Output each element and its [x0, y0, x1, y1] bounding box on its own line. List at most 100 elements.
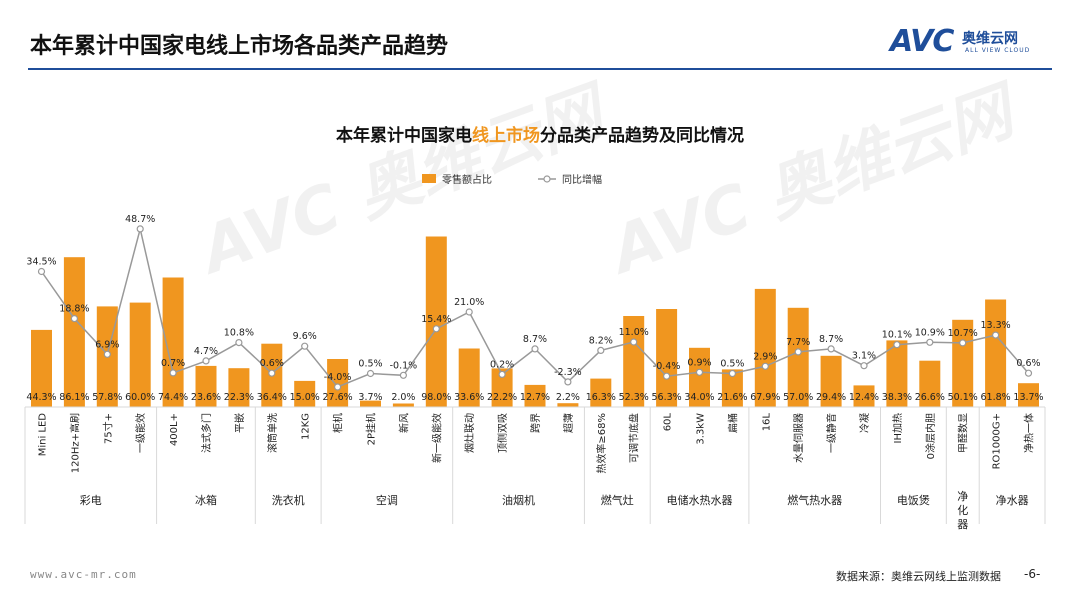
- line-value-label: 3.1%: [852, 351, 876, 362]
- bar: [129, 302, 151, 407]
- line-value-label: 15.4%: [421, 314, 451, 325]
- bar-value-label: 16.3%: [586, 392, 616, 403]
- category-label: 甲醛数显: [957, 413, 970, 453]
- category-label: 120Hz+高刷: [68, 413, 81, 473]
- bar-value-label: 23.6%: [191, 392, 221, 403]
- category-label: 烟灶联动: [463, 413, 476, 453]
- logo-mark: AVC: [890, 24, 954, 59]
- category-label: RO1000G+: [992, 413, 1003, 469]
- category-label: 新风: [397, 413, 410, 433]
- category-label: 超薄: [562, 413, 575, 433]
- category-label: 一级能效: [134, 413, 147, 453]
- line-value-label: 2.9%: [753, 351, 777, 362]
- line-value-label: 8.7%: [523, 334, 547, 345]
- bar: [919, 360, 941, 407]
- line-value-label: 8.2%: [589, 335, 613, 346]
- line-point: [827, 345, 835, 353]
- line-point: [531, 345, 539, 353]
- bar-series: [31, 236, 1039, 407]
- chart: 本年累计中国家电线上市场分品类产品趋势及同比情况 零售额占比 同比增幅 44.3%…: [24, 125, 1046, 531]
- bar-value-label: 57.8%: [92, 392, 122, 403]
- category-label: 扁桶: [726, 413, 739, 433]
- group-label: 冰箱: [195, 493, 217, 507]
- line-value-label: 9.6%: [293, 331, 317, 342]
- line-value-label: 21.0%: [454, 297, 484, 308]
- line-value-label: 11.0%: [619, 327, 649, 338]
- footer-url: www.avc-mr.com: [30, 568, 137, 581]
- line-point: [70, 315, 79, 323]
- group-label: 燃气灶: [601, 493, 634, 507]
- bar: [656, 309, 678, 407]
- line-data-labels: 34.5% 18.8% 6.9% 48.7% 0.7% 4.7% 10.8% 0.6% 9.6%…: [26, 214, 1040, 383]
- line-point: [465, 308, 473, 316]
- line-point: [37, 267, 46, 276]
- line-point: [662, 372, 671, 380]
- bar: [524, 384, 546, 407]
- legend-label: 零售额占比: [442, 173, 492, 186]
- page-title: 本年累计中国家电线上市场各品类产品趋势: [30, 34, 449, 59]
- bar-value-label: 13.7%: [1013, 392, 1043, 403]
- bar-value-label: 67.9%: [750, 392, 780, 403]
- category-label: 75寸+: [101, 413, 114, 444]
- line-point: [136, 225, 144, 233]
- line-point: [498, 370, 506, 378]
- line-series: [37, 225, 1033, 391]
- bar: [425, 236, 447, 407]
- logo-name-cn: 奥维云网: [962, 31, 1018, 47]
- category-label: 16L: [761, 413, 772, 432]
- bar: [590, 378, 612, 407]
- line-point: [860, 362, 868, 370]
- chart-title-part: 分品类产品趋势及同比情况: [540, 125, 744, 146]
- line-point: [695, 368, 704, 376]
- bar-value-label: 2.0%: [391, 392, 415, 403]
- line-point: [728, 369, 737, 378]
- chart-title: 本年累计中国家电线上市场分品类产品趋势及同比情况: [336, 125, 744, 146]
- bar: [458, 348, 480, 407]
- line-point: [794, 348, 802, 356]
- line-value-label: 34.5%: [26, 257, 56, 268]
- chart-legend: 零售额占比 同比增幅: [422, 173, 602, 186]
- bar: [294, 380, 316, 407]
- category-label: 400L+: [169, 413, 180, 446]
- line-point: [630, 338, 638, 346]
- legend-bar-swatch: [422, 174, 436, 183]
- bar-value-label: 74.4%: [158, 392, 188, 403]
- bar-value-label: 2.2%: [556, 392, 580, 403]
- chart-title-part: 本年累计中国家电: [336, 125, 472, 146]
- chart-title-part: 线上市场: [472, 125, 540, 146]
- line-point: [301, 342, 309, 350]
- line-point: [235, 339, 243, 347]
- line-point: [564, 378, 572, 386]
- line-point: [366, 369, 375, 378]
- line-point: [169, 369, 177, 377]
- line-value-label: 4.7%: [194, 346, 218, 357]
- bar: [491, 368, 513, 407]
- bar-value-label: 26.6%: [915, 392, 945, 403]
- bar: [63, 257, 85, 407]
- category-label: 0涂层内胆: [924, 413, 937, 459]
- bar-value-label: 12.4%: [849, 392, 879, 403]
- line-value-label: 0.6%: [1016, 358, 1040, 369]
- line-point: [893, 341, 901, 349]
- bar-value-label: 52.3%: [619, 392, 649, 403]
- bar-value-label: 36.4%: [257, 392, 287, 403]
- bar: [754, 288, 776, 407]
- category-label: 冷凝: [858, 413, 871, 433]
- legend-marker: [543, 175, 551, 183]
- bar: [623, 316, 645, 407]
- line-value-label: 7.7%: [786, 337, 810, 348]
- bar-value-label: 29.4%: [816, 392, 846, 403]
- bar: [985, 299, 1007, 407]
- category-label: 新一级能效: [430, 413, 443, 463]
- line-value-label: 10.1%: [882, 330, 912, 341]
- group-label: 燃气热水器: [787, 493, 842, 507]
- bar-value-label: 21.6%: [717, 392, 747, 403]
- line-point: [597, 346, 605, 354]
- bar: [721, 369, 743, 407]
- line-value-label: 10.8%: [224, 328, 254, 339]
- line-point: [202, 357, 210, 365]
- bar: [886, 340, 908, 407]
- avc-logo: AVC 奥维云网 ALL VIEW CLOUD: [890, 24, 1060, 59]
- bar: [392, 403, 414, 407]
- bar-value-label: 50.1%: [948, 392, 978, 403]
